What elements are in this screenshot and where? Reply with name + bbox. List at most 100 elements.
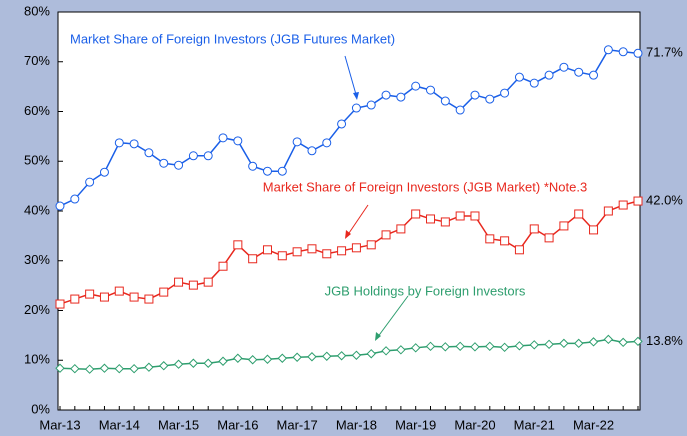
- point: [574, 67, 584, 77]
- x-tick-label: Mar-22: [573, 417, 614, 432]
- point: [455, 341, 465, 352]
- point: [129, 139, 139, 149]
- point: [188, 280, 198, 290]
- x-tick-label: Mar-19: [395, 417, 436, 432]
- point: [129, 363, 139, 374]
- point: [218, 261, 228, 271]
- y-tick-label: 20%: [24, 302, 50, 317]
- point: [233, 240, 243, 250]
- x-tick-label: Mar-21: [514, 417, 555, 432]
- point: [277, 166, 287, 176]
- point: [99, 363, 110, 373]
- series-line: [59, 200, 639, 305]
- point: [203, 151, 213, 161]
- point: [307, 244, 317, 254]
- point: [485, 234, 495, 244]
- point: [351, 350, 362, 360]
- point: [277, 251, 287, 261]
- data-label: 13.8%: [646, 333, 683, 348]
- point: [440, 217, 450, 227]
- point: [559, 221, 569, 231]
- point: [262, 354, 273, 364]
- point: [144, 148, 154, 158]
- point: [381, 230, 391, 240]
- point: [470, 90, 480, 100]
- point: [588, 337, 599, 347]
- point: [396, 92, 406, 102]
- y-tick-label: 60%: [24, 103, 50, 118]
- point: [55, 363, 65, 373]
- point: [85, 177, 95, 187]
- point: [336, 351, 347, 361]
- arrow-head: [353, 92, 359, 100]
- point: [396, 345, 406, 355]
- point: [322, 351, 332, 361]
- point: [440, 96, 450, 106]
- point: [514, 72, 524, 82]
- point: [173, 359, 184, 369]
- point: [129, 292, 139, 302]
- point: [529, 224, 539, 234]
- point: [144, 294, 154, 304]
- point: [144, 362, 154, 372]
- point: [426, 214, 436, 224]
- point: [499, 342, 510, 353]
- y-tick-label: 50%: [24, 153, 50, 168]
- point: [292, 137, 302, 147]
- y-tick-label: 80%: [24, 3, 50, 18]
- point: [159, 287, 169, 297]
- point: [411, 81, 421, 91]
- point: [603, 334, 614, 345]
- data-label: 42.0%: [646, 192, 683, 207]
- point: [114, 363, 124, 374]
- y-tick-label: 10%: [24, 352, 50, 367]
- point: [618, 337, 628, 348]
- point: [574, 209, 584, 219]
- point: [574, 338, 584, 349]
- series-label: Market Share of Foreign Investors (JGB M…: [263, 179, 587, 194]
- point: [514, 341, 525, 351]
- annotation-arrow: [346, 204, 369, 237]
- point: [218, 356, 228, 366]
- point: [366, 349, 376, 359]
- point: [559, 338, 569, 349]
- point: [84, 364, 95, 374]
- point: [514, 245, 524, 255]
- point: [292, 247, 302, 257]
- point: [426, 85, 436, 95]
- point: [188, 151, 198, 161]
- point: [70, 194, 80, 204]
- point: [218, 133, 228, 143]
- point: [411, 209, 421, 219]
- point: [470, 342, 480, 352]
- x-tick-label: Mar-15: [158, 417, 199, 432]
- point: [99, 292, 109, 302]
- point: [618, 200, 628, 210]
- point: [559, 62, 569, 72]
- point: [159, 158, 169, 168]
- point: [544, 70, 554, 80]
- series-line: [59, 49, 639, 207]
- point: [70, 294, 80, 304]
- point: [425, 341, 436, 352]
- point: [544, 233, 554, 243]
- arrow-head: [375, 332, 381, 341]
- x-tick-label: Mar-17: [277, 417, 318, 432]
- point: [248, 254, 258, 264]
- point: [366, 240, 376, 250]
- point: [292, 352, 302, 362]
- point: [470, 211, 480, 221]
- point: [618, 47, 628, 57]
- point: [351, 243, 361, 253]
- point: [351, 103, 361, 113]
- point: [307, 352, 317, 362]
- x-tick-label: Mar-18: [336, 417, 377, 432]
- x-tick-label: Mar-14: [99, 417, 140, 432]
- point: [55, 201, 65, 211]
- point: [633, 336, 643, 347]
- point: [262, 245, 272, 255]
- point: [203, 277, 213, 287]
- series-label: Market Share of Foreign Investors (JGB F…: [70, 31, 395, 46]
- annotation-arrow: [376, 295, 409, 339]
- point: [262, 166, 272, 176]
